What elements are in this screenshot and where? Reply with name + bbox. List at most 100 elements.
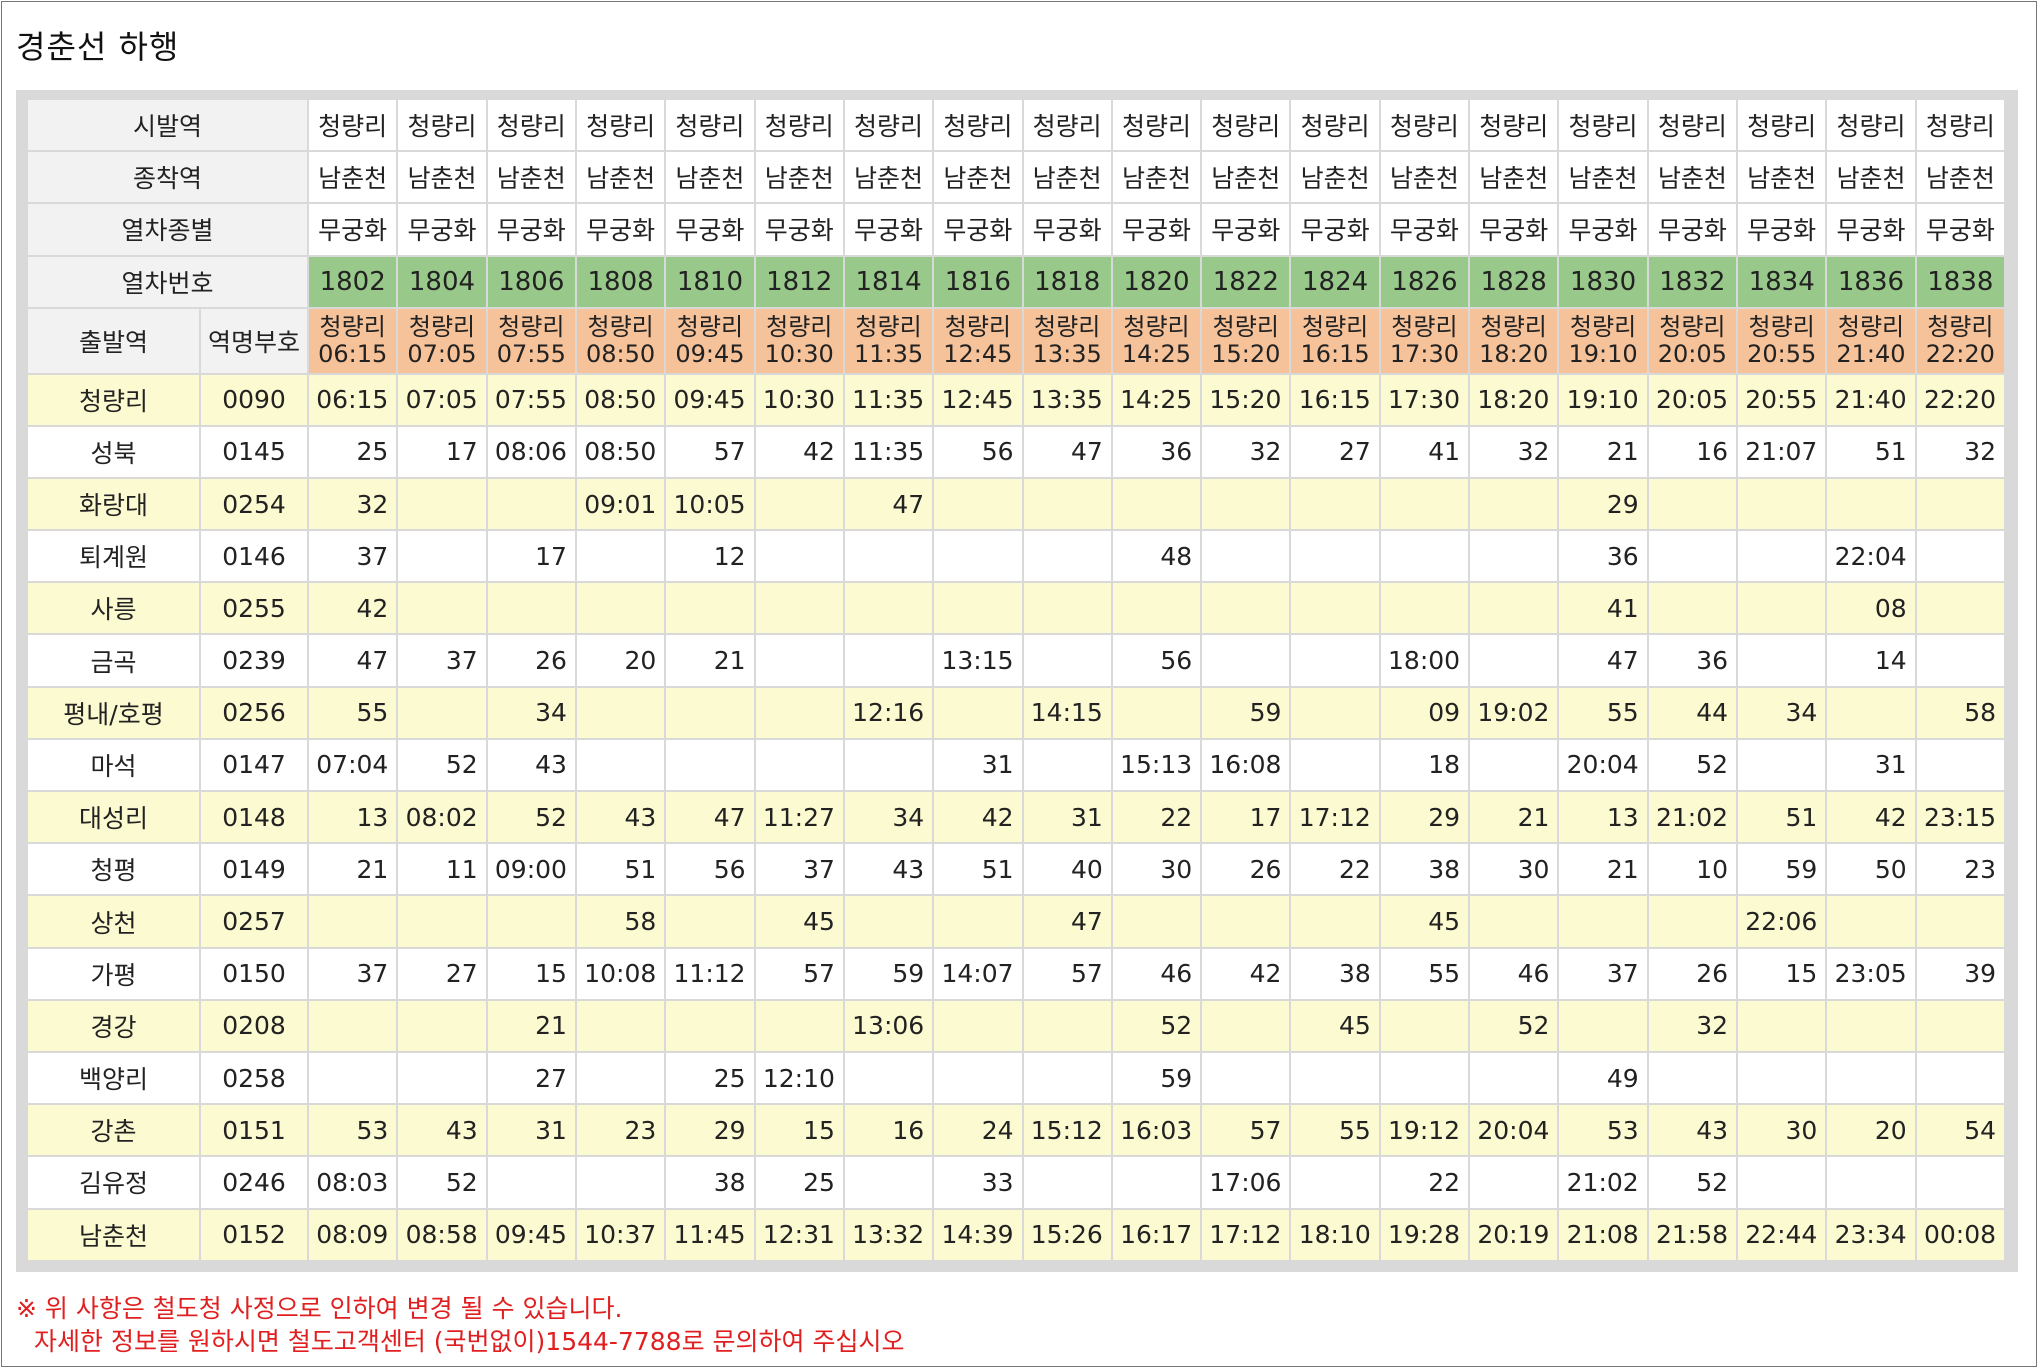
train-type-cell: 무궁화: [844, 204, 933, 255]
origin-station: 청량리: [1391, 312, 1458, 341]
time-cell: 31: [1023, 792, 1111, 843]
train-number-cell: 1808: [576, 256, 665, 307]
origin-time: 07:05: [407, 339, 477, 368]
time-cell: 21: [1470, 792, 1558, 843]
time-cell: 13:06: [844, 1000, 933, 1051]
time-cell: 17: [487, 531, 575, 582]
time-cell: [1648, 478, 1737, 530]
time-cell: 21:02: [1648, 792, 1737, 843]
train-type-label: 열차종별: [28, 204, 308, 255]
time-cell: [1827, 687, 1915, 738]
time-cell: [1648, 531, 1737, 582]
origin-station: 청량리: [1569, 312, 1637, 341]
time-cell: [934, 1052, 1022, 1104]
time-cell: 08:50: [576, 426, 665, 477]
time-cell: 39: [1916, 948, 2004, 999]
time-cell: 21:08: [1559, 1209, 1647, 1260]
time-cell: [1112, 687, 1201, 738]
time-cell: [1291, 739, 1379, 791]
time-cell: 30: [1112, 844, 1201, 895]
train-type-cell: 무궁화: [1202, 204, 1290, 255]
origin-row: 출발역 역명부호 청량리 06:15 청량리 07:05 청량리 07:55 청량리 08:50 청…: [28, 308, 2004, 373]
time-cell: 22:20: [1916, 374, 2004, 425]
time-cell: [1023, 531, 1111, 582]
time-cell: [1738, 531, 1826, 582]
timetable-body: 시발역 청량리 청량리 청량리 청량리 청량리 청량리 청량리 청량리 청량리 청량리 청량리 청량리 청…: [28, 100, 2004, 1260]
time-cell: [1827, 1052, 1915, 1104]
time-cell: 27: [398, 948, 486, 999]
train-number-cell: 1810: [666, 256, 754, 307]
time-cell: [844, 739, 933, 791]
station-name: 경강: [28, 1000, 199, 1051]
time-cell: [1380, 583, 1469, 634]
time-cell: 20:04: [1559, 739, 1647, 791]
time-cell: 22:04: [1827, 531, 1915, 582]
time-cell: [398, 531, 486, 582]
time-cell: [1380, 1052, 1469, 1104]
time-cell: 49: [1559, 1052, 1647, 1104]
time-cell: [1470, 478, 1558, 530]
time-cell: 23:15: [1916, 792, 2004, 843]
origin-cell: 청량리 22:20: [1916, 308, 2004, 373]
station-row: 화랑대 0254 32 09:01 10:05 47 29: [28, 478, 2004, 530]
time-cell: 15: [487, 948, 575, 999]
time-cell: 47: [844, 478, 933, 530]
time-cell: [844, 1157, 933, 1208]
time-cell: 43: [1648, 1105, 1737, 1156]
depart-station-cell: 청량리: [666, 100, 754, 151]
time-cell: [576, 1000, 665, 1051]
time-cell: 32: [1202, 426, 1290, 477]
time-cell: 12:45: [934, 374, 1022, 425]
time-cell: 08: [1827, 583, 1915, 634]
time-cell: [755, 739, 843, 791]
time-cell: 13:32: [844, 1209, 933, 1260]
station-row: 백양리 0258 27 25 12:10 59 49: [28, 1052, 2004, 1104]
time-cell: [666, 896, 754, 947]
origin-time: 12:45: [943, 339, 1013, 368]
time-cell: [1648, 1052, 1737, 1104]
time-cell: 11:27: [755, 792, 843, 843]
dest-station-cell: 남춘천: [1470, 152, 1558, 203]
time-cell: [487, 478, 575, 530]
time-cell: 57: [755, 948, 843, 999]
timetable: 시발역 청량리 청량리 청량리 청량리 청량리 청량리 청량리 청량리 청량리 청량리 청량리 청량리 청…: [26, 98, 2006, 1262]
origin-time: 08:50: [586, 339, 656, 368]
origin-label: 출발역: [28, 308, 199, 373]
time-cell: 32: [1916, 426, 2004, 477]
origin-station: 청량리: [587, 312, 654, 341]
station-code: 0208: [201, 1000, 308, 1051]
time-cell: 44: [1648, 687, 1737, 738]
origin-station: 청량리: [1034, 312, 1101, 341]
time-cell: 14:39: [934, 1209, 1022, 1260]
station-row: 퇴계원 0146 37 17 12 48 36 22:04: [28, 531, 2004, 582]
dest-station-cell: 남춘천: [576, 152, 665, 203]
origin-time: 13:35: [1032, 339, 1102, 368]
time-cell: 21:02: [1559, 1157, 1647, 1208]
time-cell: 37: [1559, 948, 1647, 999]
time-cell: 51: [1827, 426, 1915, 477]
train-number-cell: 1834: [1738, 256, 1826, 307]
time-cell: 26: [1202, 844, 1290, 895]
dest-station-cell: 남춘천: [398, 152, 486, 203]
time-cell: [755, 531, 843, 582]
time-cell: [844, 635, 933, 686]
time-cell: 42: [309, 583, 397, 634]
depart-station-cell: 청량리: [487, 100, 575, 151]
time-cell: 13: [1559, 792, 1647, 843]
time-cell: 58: [576, 896, 665, 947]
dest-station-cell: 남춘천: [844, 152, 933, 203]
time-cell: 30: [1470, 844, 1558, 895]
time-cell: 15:12: [1023, 1105, 1111, 1156]
origin-station: 청량리: [319, 312, 386, 341]
time-cell: 14: [1827, 635, 1915, 686]
dest-station-cell: 남춘천: [487, 152, 575, 203]
time-cell: 47: [309, 635, 397, 686]
time-cell: 09:45: [666, 374, 754, 425]
station-name: 백양리: [28, 1052, 199, 1104]
time-cell: [1202, 1000, 1290, 1051]
time-cell: [487, 583, 575, 634]
time-cell: [1738, 1000, 1826, 1051]
time-cell: [1202, 635, 1290, 686]
time-cell: 45: [1380, 896, 1469, 947]
station-code: 0256: [201, 687, 308, 738]
